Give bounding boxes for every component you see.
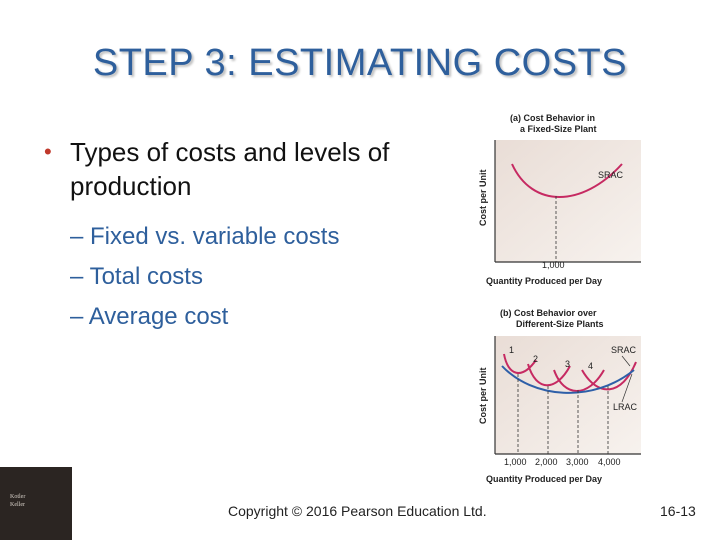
bullet-item: • Types of costs and levels of productio… [44,135,464,203]
figure-a-title-line2: a Fixed-Size Plant [520,124,597,134]
figure-b-srac-curve-3 [553,369,605,392]
figure-b-plant-label-2: 2 [533,354,538,364]
figure-b-lrac-curve [501,365,635,394]
bullet-list: • Types of costs and levels of productio… [44,135,464,337]
figure-a-panel [495,140,641,262]
slide-title: STEP 3: ESTIMATING COSTS [92,42,628,84]
figure-b-srac-pointer [621,355,631,367]
logo-line-2: Keller [10,502,25,508]
sub-bullet-item: – Fixed vs. variable costs [70,223,340,250]
figure-b-x-label: Quantity Produced per Day [486,474,602,484]
figure-a-title-line1: (a) Cost Behavior in [510,113,595,123]
figure-b-plant-label-1: 1 [509,345,514,355]
figure-b-x-tick-2: 2,000 [535,457,558,467]
figure-b-lrac-pointer [621,373,633,403]
figure-a-x-tick: 1,000 [542,260,565,270]
figure-b-srac-curve-1 [503,353,537,374]
book-cover-logo: Kotler Keller [0,467,72,540]
figure-a-x-label: Quantity Produced per Day [486,276,602,286]
sub-bullet-item: – Total costs [70,263,203,290]
figure-b-title-line1: (b) Cost Behavior over [500,308,597,318]
logo-line-1: Kotler [10,494,26,500]
cost-behavior-figure: (a) Cost Behavior in a Fixed-Size Plant … [472,108,682,488]
figure-b-plant-label-4: 4 [588,361,593,371]
figure-b-panel [495,336,641,454]
bullet-text: Types of costs and levels of production [70,137,390,201]
logo-text: Kotler Keller [10,493,25,509]
figure-b-srac-label: SRAC [611,345,637,355]
figure-b-title-line2: Different-Size Plants [516,319,604,329]
sub-bullet-item: – Average cost [70,303,229,330]
figure-b-x-tick-1: 1,000 [504,457,527,467]
bullet-dot-icon: • [44,139,52,164]
figure-a-y-label: Cost per Unit [478,169,488,226]
sub-bullet-list: – Fixed vs. variable costs – Total costs… [70,217,464,337]
figure-b-lrac-label: LRAC [613,402,638,412]
figure-b-x-tick-4: 4,000 [598,457,621,467]
cost-behavior-svg: (a) Cost Behavior in a Fixed-Size Plant … [478,113,641,484]
copyright-text: Copyright © 2016 Pearson Education Ltd. [228,503,487,519]
figure-a-srac-label: SRAC [598,170,624,180]
figure-b-srac-curve-2 [527,363,571,387]
figure-b-x-tick-3: 3,000 [566,457,589,467]
page-number: 16-13 [660,503,696,519]
figure-b-y-label: Cost per Unit [478,367,488,424]
figure-b-plant-label-3: 3 [565,359,570,369]
figure-a-srac-curve [511,163,623,198]
